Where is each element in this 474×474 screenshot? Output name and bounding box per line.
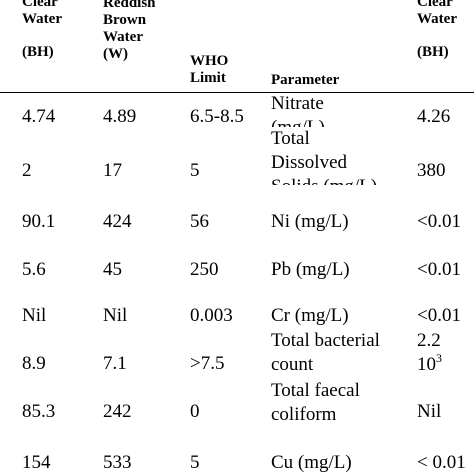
bh2-value: 2.2 [417,330,441,351]
parameter-line: Dissolved [271,152,347,173]
cell-who: 56 [190,211,209,232]
parameter-line: Total faecal [271,380,360,401]
cell-w: 424 [103,211,132,232]
cell-parameter: Total faecal coliform [271,379,360,427]
parameter-line: Solids (mg/L) [271,175,421,185]
header-clear-water-bh-2: Clear Water (BH) [417,0,457,61]
cell-who: >7.5 [190,353,225,374]
cell-bh-2: <0.01 [417,305,461,326]
cell-w: 7.1 [103,353,127,374]
cell-who: 5 [190,160,200,181]
parameter-line: count [271,354,314,375]
cell-who: 250 [190,259,219,280]
cell-bh: 90.1 [22,211,56,232]
cell-parameter: Total Dissolved Solids (mg/L) [271,127,421,185]
cell-w: 17 [103,160,122,181]
header-reddish-brown-water: Reddish Brown Water (W) [103,0,156,63]
header-reddish-brown-label: Reddish Brown Water [103,0,156,45]
cell-who: 0 [190,401,200,422]
cell-w: 45 [103,259,122,280]
header-clear-water-label: Clear Water [22,0,62,27]
cell-w: 4.89 [103,106,137,127]
bh2-exponent-value: 103 [417,351,442,377]
header-clear-water-2-unit: (BH) [417,44,449,60]
parameter-line: Total bacterial [271,330,380,351]
header-reddish-brown-unit: (W) [103,46,128,62]
header-parameter: Parameter [271,72,340,88]
cell-bh: Nil [22,305,47,326]
cell-w: Nil [103,305,128,326]
cell-bh: 5.6 [22,259,46,280]
cell-w: 242 [103,401,132,422]
cell-parameter: Nitrate (mg/L) [271,92,421,127]
parameter-line: Total [271,128,310,149]
header-clear-water-2-label: Clear Water [417,0,457,27]
cell-bh-2: 380 [417,160,446,181]
cell-bh: 2 [22,160,32,181]
header-who-limit: WHO Limit [190,53,229,86]
bh2-base: 10 [417,354,436,375]
parameter-line: Nitrate [271,93,324,114]
cell-parameter: Cu (mg/L) [271,452,352,473]
cell-parameter: Total bacterial count [271,329,380,377]
cell-bh: 85.3 [22,401,56,422]
header-rule [0,92,474,93]
cell-bh-2: <0.01 [417,259,461,280]
cell-who: 6.5-8.5 [190,106,244,127]
cell-parameter: Cr (mg/L) [271,305,349,326]
cell-parameter: Ni (mg/L) [271,211,349,232]
cell-bh: 154 [22,452,51,473]
cell-bh-2: 2.2 103 [417,329,442,377]
cell-bh-2: < 0.01 [417,452,466,473]
cell-bh: 8.9 [22,353,46,374]
parameter-line: coliform [271,404,337,425]
cell-bh-2: 4.26 [417,106,451,127]
parameter-line: (mg/L) [271,116,421,127]
bh2-superscript: 3 [436,351,442,365]
cell-bh-2: <0.01 [417,211,461,232]
cell-bh-2: Nil [417,401,442,422]
cell-w: 533 [103,452,132,473]
cell-who: 0.003 [190,305,233,326]
header-clear-water-unit: (BH) [22,44,54,60]
cell-who: 5 [190,452,200,473]
cell-parameter: Pb (mg/L) [271,259,350,280]
header-clear-water-bh: Clear Water (BH) [22,0,62,61]
cell-bh: 4.74 [22,106,56,127]
